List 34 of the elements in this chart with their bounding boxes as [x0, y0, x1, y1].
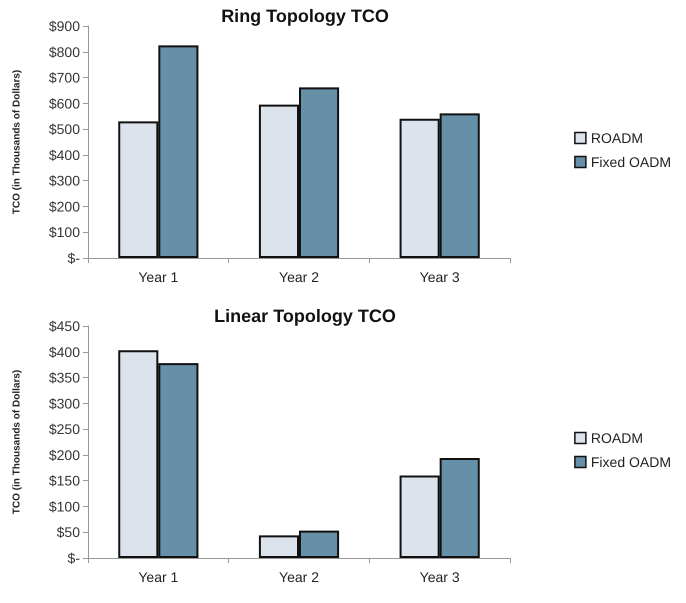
y-tick-label: $50 [56, 524, 80, 540]
y-tick-label: $200 [48, 198, 80, 214]
y-tick-label: $100 [48, 498, 80, 514]
y-tick-label: $800 [48, 44, 80, 60]
y-tick-label: $200 [48, 446, 80, 463]
y-tick-label: $300 [48, 395, 80, 412]
y-tick-label: $700 [48, 70, 80, 86]
legend-label: ROADM [590, 130, 643, 146]
y-tick-label: $- [68, 250, 80, 266]
y-tick-label: $500 [48, 121, 80, 138]
y-tick-label: $900 [48, 18, 80, 34]
y-tick-label: $600 [48, 95, 80, 112]
y-tick-label: $100 [48, 224, 80, 240]
x-tick-label: Year 2 [279, 269, 320, 285]
y-tick-label: $400 [48, 146, 80, 163]
legend-label: Fixed OADM [590, 154, 671, 170]
x-tick-label: Year 1 [138, 569, 179, 585]
chart-title: Ring Topology TCO [221, 6, 389, 26]
y-tick-label: $250 [48, 421, 80, 438]
y-tick-label: $- [68, 550, 80, 566]
y-axis-title: TCO (in Thousands of Dollars) [12, 370, 22, 514]
y-tick-label: $150 [48, 472, 80, 489]
y-tick-label: $400 [48, 344, 80, 360]
chart-title: Linear Topology TCO [214, 306, 396, 326]
y-axis-title: TCO (in Thousands of Dollars) [12, 70, 22, 214]
y-tick-label: $350 [48, 370, 80, 386]
legend-label: ROADM [590, 430, 643, 446]
x-tick-label: Year 3 [420, 569, 460, 585]
x-tick-label: Year 3 [420, 269, 460, 285]
y-tick-label: $300 [48, 172, 80, 189]
x-tick-label: Year 1 [138, 269, 179, 285]
y-tick-label: $450 [48, 318, 80, 334]
x-tick-label: Year 2 [279, 569, 320, 585]
legend-label: Fixed OADM [590, 454, 671, 470]
